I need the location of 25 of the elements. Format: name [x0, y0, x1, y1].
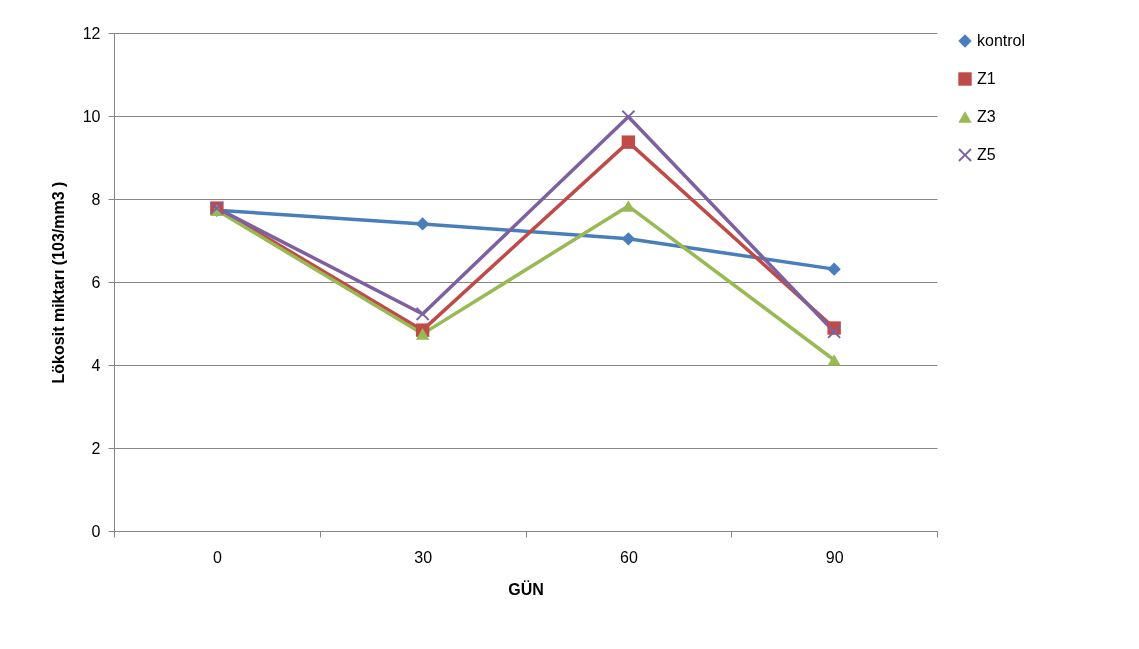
- y-tick-label: 0: [91, 522, 101, 540]
- y-tick-label: 10: [82, 107, 101, 125]
- y-tick-label: 8: [91, 190, 101, 208]
- legend-label: Z3: [977, 108, 996, 125]
- y-axis-title: Lökosit miktarı (103/mm3 ): [49, 181, 67, 384]
- point: [415, 217, 430, 231]
- x-tick-label: 90: [825, 548, 844, 566]
- point: [415, 328, 430, 340]
- x-tick-label: 30: [414, 548, 433, 566]
- legend-label: Z1: [977, 70, 996, 87]
- x-tick-label: 60: [619, 548, 638, 566]
- y-tick-label: 4: [91, 356, 101, 374]
- point: [621, 135, 636, 149]
- x-tick-label: 0: [212, 548, 222, 566]
- y-tick-label: 12: [82, 24, 101, 42]
- legend-label: kontrol: [977, 32, 1026, 49]
- y-tick-label: 6: [91, 273, 101, 291]
- point: [621, 232, 636, 246]
- point: [415, 307, 430, 321]
- point: [827, 354, 841, 366]
- y-tick-label: 2: [91, 439, 101, 457]
- point: [827, 262, 841, 276]
- legend-label: Z5: [977, 146, 996, 163]
- x-axis-title: GÜN: [508, 579, 544, 598]
- point: [827, 325, 841, 339]
